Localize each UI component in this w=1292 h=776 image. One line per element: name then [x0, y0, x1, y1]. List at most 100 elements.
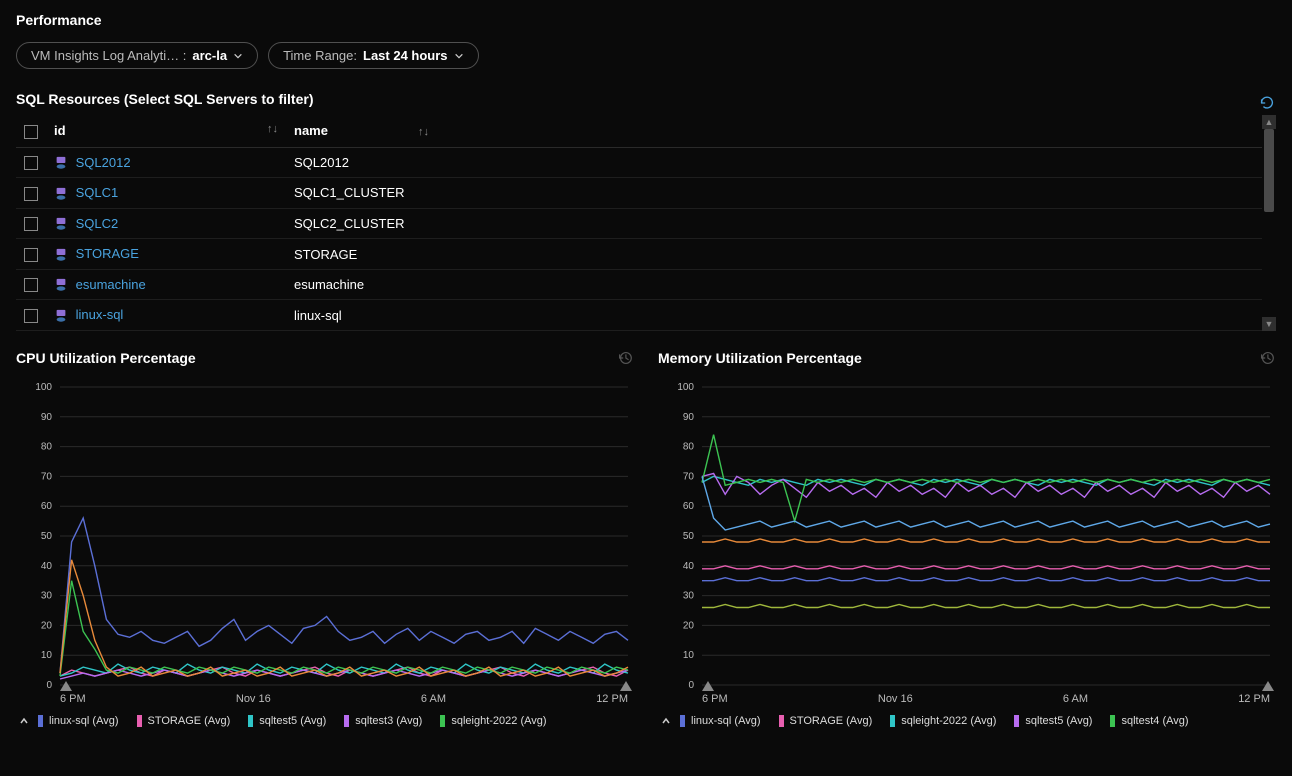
timerange-filter-value: Last 24 hours	[363, 48, 448, 63]
legend-item[interactable]: sqleight-2022 (Avg)	[440, 715, 556, 727]
server-id-link[interactable]: SQLC1	[76, 185, 119, 200]
row-checkbox[interactable]	[24, 309, 38, 323]
range-handle-right[interactable]	[1262, 681, 1274, 691]
server-name-cell: STORAGE	[286, 239, 1276, 270]
scroll-track[interactable]	[1262, 129, 1276, 317]
table-row[interactable]: SQL2012 SQL2012	[16, 147, 1276, 178]
svg-text:20: 20	[41, 620, 53, 631]
server-id-link[interactable]: linux-sql	[76, 307, 124, 322]
legend-item[interactable]: sqltest4 (Avg)	[1110, 715, 1198, 727]
chevron-down-icon	[454, 51, 464, 61]
cpu-chart-panel: CPU Utilization Percentage 0102030405060…	[16, 349, 634, 729]
server-id-link[interactable]: esumachine	[76, 277, 146, 292]
server-id-link[interactable]: SQL2012	[76, 155, 131, 170]
svg-text:60: 60	[683, 501, 695, 512]
history-icon[interactable]	[1258, 349, 1276, 367]
sql-resources-title: SQL Resources (Select SQL Servers to fil…	[16, 91, 314, 107]
table-scrollbar[interactable]: ▲ ▼	[1262, 115, 1276, 331]
page-title: Performance	[16, 12, 1276, 28]
range-handle-left[interactable]	[702, 681, 714, 691]
row-checkbox[interactable]	[24, 187, 38, 201]
history-icon[interactable]	[616, 349, 634, 367]
svg-text:80: 80	[683, 442, 695, 453]
row-checkbox[interactable]	[24, 156, 38, 170]
workspace-filter-value: arc-la	[192, 48, 227, 63]
svg-text:30: 30	[683, 591, 695, 602]
legend-item[interactable]: sqleight-2022 (Avg)	[890, 715, 1006, 727]
svg-text:0: 0	[688, 680, 694, 691]
server-icon	[54, 156, 68, 170]
server-icon	[54, 187, 68, 201]
legend-expand-icon[interactable]	[16, 713, 32, 729]
x-label: 12 PM	[1238, 693, 1270, 705]
legend-item[interactable]: sqltest5 (Avg)	[248, 715, 336, 727]
x-label: 6 PM	[702, 693, 728, 705]
memory-chart-title: Memory Utilization Percentage	[658, 350, 862, 366]
sort-icon: ↑↓	[267, 123, 278, 135]
scroll-up-arrow[interactable]: ▲	[1262, 115, 1276, 129]
x-label: 6 AM	[421, 693, 446, 705]
undo-icon[interactable]	[1258, 94, 1276, 112]
cpu-xaxis: 6 PM Nov 16 6 AM 12 PM	[16, 693, 634, 705]
legend-expand-icon[interactable]	[658, 713, 674, 729]
workspace-filter-label: VM Insights Log Analyti… :	[31, 48, 186, 63]
col-id[interactable]: id ↑↓	[46, 115, 286, 147]
memory-chart-panel: Memory Utilization Percentage 0102030405…	[658, 349, 1276, 729]
legend-item[interactable]: STORAGE (Avg)	[779, 715, 883, 727]
table-row[interactable]: SQLC2 SQLC2_CLUSTER	[16, 208, 1276, 239]
table-row[interactable]: SQLC1 SQLC1_CLUSTER	[16, 178, 1276, 209]
legend-item[interactable]: linux-sql (Avg)	[38, 715, 129, 727]
timerange-filter-label: Time Range:	[283, 48, 357, 63]
server-icon	[54, 278, 68, 292]
svg-text:90: 90	[683, 412, 695, 423]
x-label: 6 AM	[1063, 693, 1088, 705]
server-icon	[54, 248, 68, 262]
legend-item[interactable]: STORAGE (Avg)	[137, 715, 241, 727]
legend-item[interactable]: sqltest3 (Avg)	[344, 715, 432, 727]
x-label: Nov 16	[878, 693, 913, 705]
server-name-cell: SQLC2_CLUSTER	[286, 208, 1276, 239]
filter-row: VM Insights Log Analyti… : arc-la Time R…	[16, 42, 1276, 69]
legend-item[interactable]: sqltest5 (Avg)	[1014, 715, 1102, 727]
memory-xaxis: 6 PM Nov 16 6 AM 12 PM	[658, 693, 1276, 705]
server-id-link[interactable]: SQLC2	[76, 216, 119, 231]
range-handle-left[interactable]	[60, 681, 72, 691]
server-name-cell: esumachine	[286, 269, 1276, 300]
svg-text:70: 70	[41, 471, 53, 482]
memory-chart[interactable]: 0102030405060708090100	[658, 381, 1276, 691]
col-id-label: id	[54, 123, 66, 138]
cpu-chart-title: CPU Utilization Percentage	[16, 350, 196, 366]
timerange-filter[interactable]: Time Range: Last 24 hours	[268, 42, 478, 69]
server-icon	[54, 309, 68, 323]
memory-legend: linux-sql (Avg) STORAGE (Avg) sqleight-202…	[658, 713, 1276, 729]
server-name-cell: SQLC1_CLUSTER	[286, 178, 1276, 209]
svg-text:50: 50	[683, 531, 695, 542]
table-row[interactable]: STORAGE STORAGE	[16, 239, 1276, 270]
x-label: 12 PM	[596, 693, 628, 705]
server-icon	[54, 217, 68, 231]
row-checkbox[interactable]	[24, 217, 38, 231]
server-id-link[interactable]: STORAGE	[76, 246, 139, 261]
svg-text:100: 100	[677, 382, 694, 393]
legend-item[interactable]: linux-sql (Avg)	[680, 715, 771, 727]
col-name[interactable]: name↑↓	[286, 115, 1276, 147]
svg-text:80: 80	[41, 442, 53, 453]
svg-text:40: 40	[683, 561, 695, 572]
select-all-checkbox[interactable]	[24, 125, 38, 139]
row-checkbox[interactable]	[24, 278, 38, 292]
cpu-chart[interactable]: 0102030405060708090100	[16, 381, 634, 691]
row-checkbox[interactable]	[24, 248, 38, 262]
svg-text:100: 100	[35, 382, 52, 393]
svg-text:60: 60	[41, 501, 53, 512]
table-row[interactable]: linux-sql linux-sql	[16, 300, 1276, 331]
server-name-cell: SQL2012	[286, 147, 1276, 178]
svg-text:10: 10	[41, 650, 53, 661]
chevron-down-icon	[233, 51, 243, 61]
workspace-filter[interactable]: VM Insights Log Analyti… : arc-la	[16, 42, 258, 69]
scroll-down-arrow[interactable]: ▼	[1262, 317, 1276, 331]
scroll-thumb[interactable]	[1264, 129, 1274, 212]
table-row[interactable]: esumachine esumachine	[16, 269, 1276, 300]
svg-text:90: 90	[41, 412, 53, 423]
range-handle-right[interactable]	[620, 681, 632, 691]
svg-text:0: 0	[46, 680, 52, 691]
